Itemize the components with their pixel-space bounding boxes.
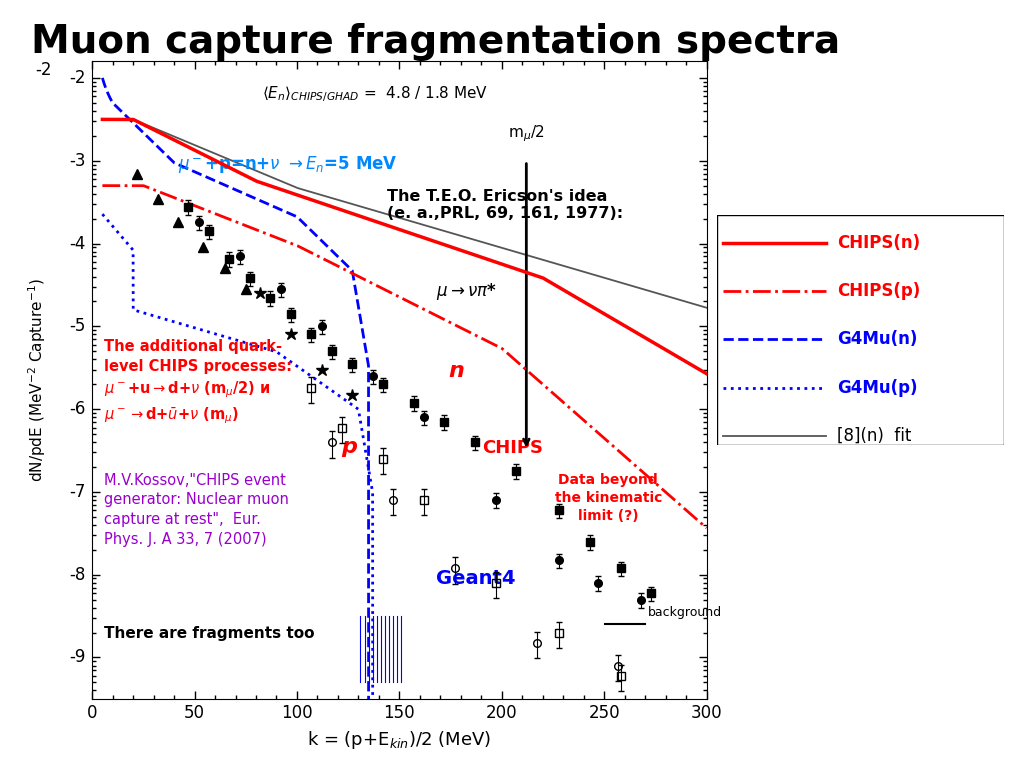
Text: -2: -2 bbox=[36, 61, 52, 78]
Text: $\mu\rightarrow\nu\pi$*: $\mu\rightarrow\nu\pi$* bbox=[436, 281, 497, 303]
Text: -8: -8 bbox=[70, 566, 86, 584]
Text: Muon capture fragmentation spectra: Muon capture fragmentation spectra bbox=[31, 23, 840, 61]
Text: p: p bbox=[341, 438, 357, 458]
Text: There are fragments too: There are fragments too bbox=[104, 626, 315, 641]
Text: The T.E.O. Ericson's idea
(e. a.,PRL, 69, 161, 1977):: The T.E.O. Ericson's idea (e. a.,PRL, 69… bbox=[387, 189, 624, 221]
Text: G4Mu(p): G4Mu(p) bbox=[838, 379, 918, 397]
Text: Geant4: Geant4 bbox=[436, 569, 516, 588]
Text: [8](n)  fit: [8](n) fit bbox=[838, 427, 911, 445]
Text: G4Mu(n): G4Mu(n) bbox=[838, 330, 918, 349]
Text: -9: -9 bbox=[70, 648, 86, 667]
Text: $\mu^-$+p=n+$\nu$ $\rightarrow$$E_n$=5 MeV: $\mu^-$+p=n+$\nu$ $\rightarrow$$E_n$=5 M… bbox=[178, 154, 398, 175]
Text: -7: -7 bbox=[70, 483, 86, 501]
Y-axis label: dN/pdE (MeV$^{-2}$ Capture$^{-1}$): dN/pdE (MeV$^{-2}$ Capture$^{-1}$) bbox=[27, 278, 48, 482]
Text: background: background bbox=[648, 606, 722, 619]
Text: $\langle E_n\rangle_{CHIPS/GHAD}$ =  4.8 / 1.8 MeV: $\langle E_n\rangle_{CHIPS/GHAD}$ = 4.8 … bbox=[262, 84, 487, 104]
Text: -2: -2 bbox=[70, 69, 86, 87]
Text: CHIPS(n): CHIPS(n) bbox=[838, 233, 921, 252]
X-axis label: k = (p+E$_{kin}$)/2 (MeV): k = (p+E$_{kin}$)/2 (MeV) bbox=[307, 729, 492, 750]
Text: -5: -5 bbox=[70, 317, 86, 336]
Text: Data beyond
the kinematic
limit (?): Data beyond the kinematic limit (?) bbox=[555, 472, 662, 523]
Text: -3: -3 bbox=[70, 152, 86, 170]
Text: -4: -4 bbox=[70, 234, 86, 253]
Text: m$_\mu$/2: m$_\mu$/2 bbox=[508, 124, 545, 144]
Text: -6: -6 bbox=[70, 400, 86, 418]
Text: n: n bbox=[449, 361, 465, 381]
Text: The additional quark-
level CHIPS processes:
$\mu^-$+u$\rightarrow$d+$\nu$ (m$_\: The additional quark- level CHIPS proces… bbox=[104, 339, 293, 426]
Text: CHIPS: CHIPS bbox=[482, 439, 544, 458]
Text: CHIPS(p): CHIPS(p) bbox=[838, 282, 921, 300]
Text: M.V.Kossov,"CHIPS event
generator: Nuclear muon
capture at rest",  Eur.
Phys. J.: M.V.Kossov,"CHIPS event generator: Nucle… bbox=[104, 472, 290, 547]
